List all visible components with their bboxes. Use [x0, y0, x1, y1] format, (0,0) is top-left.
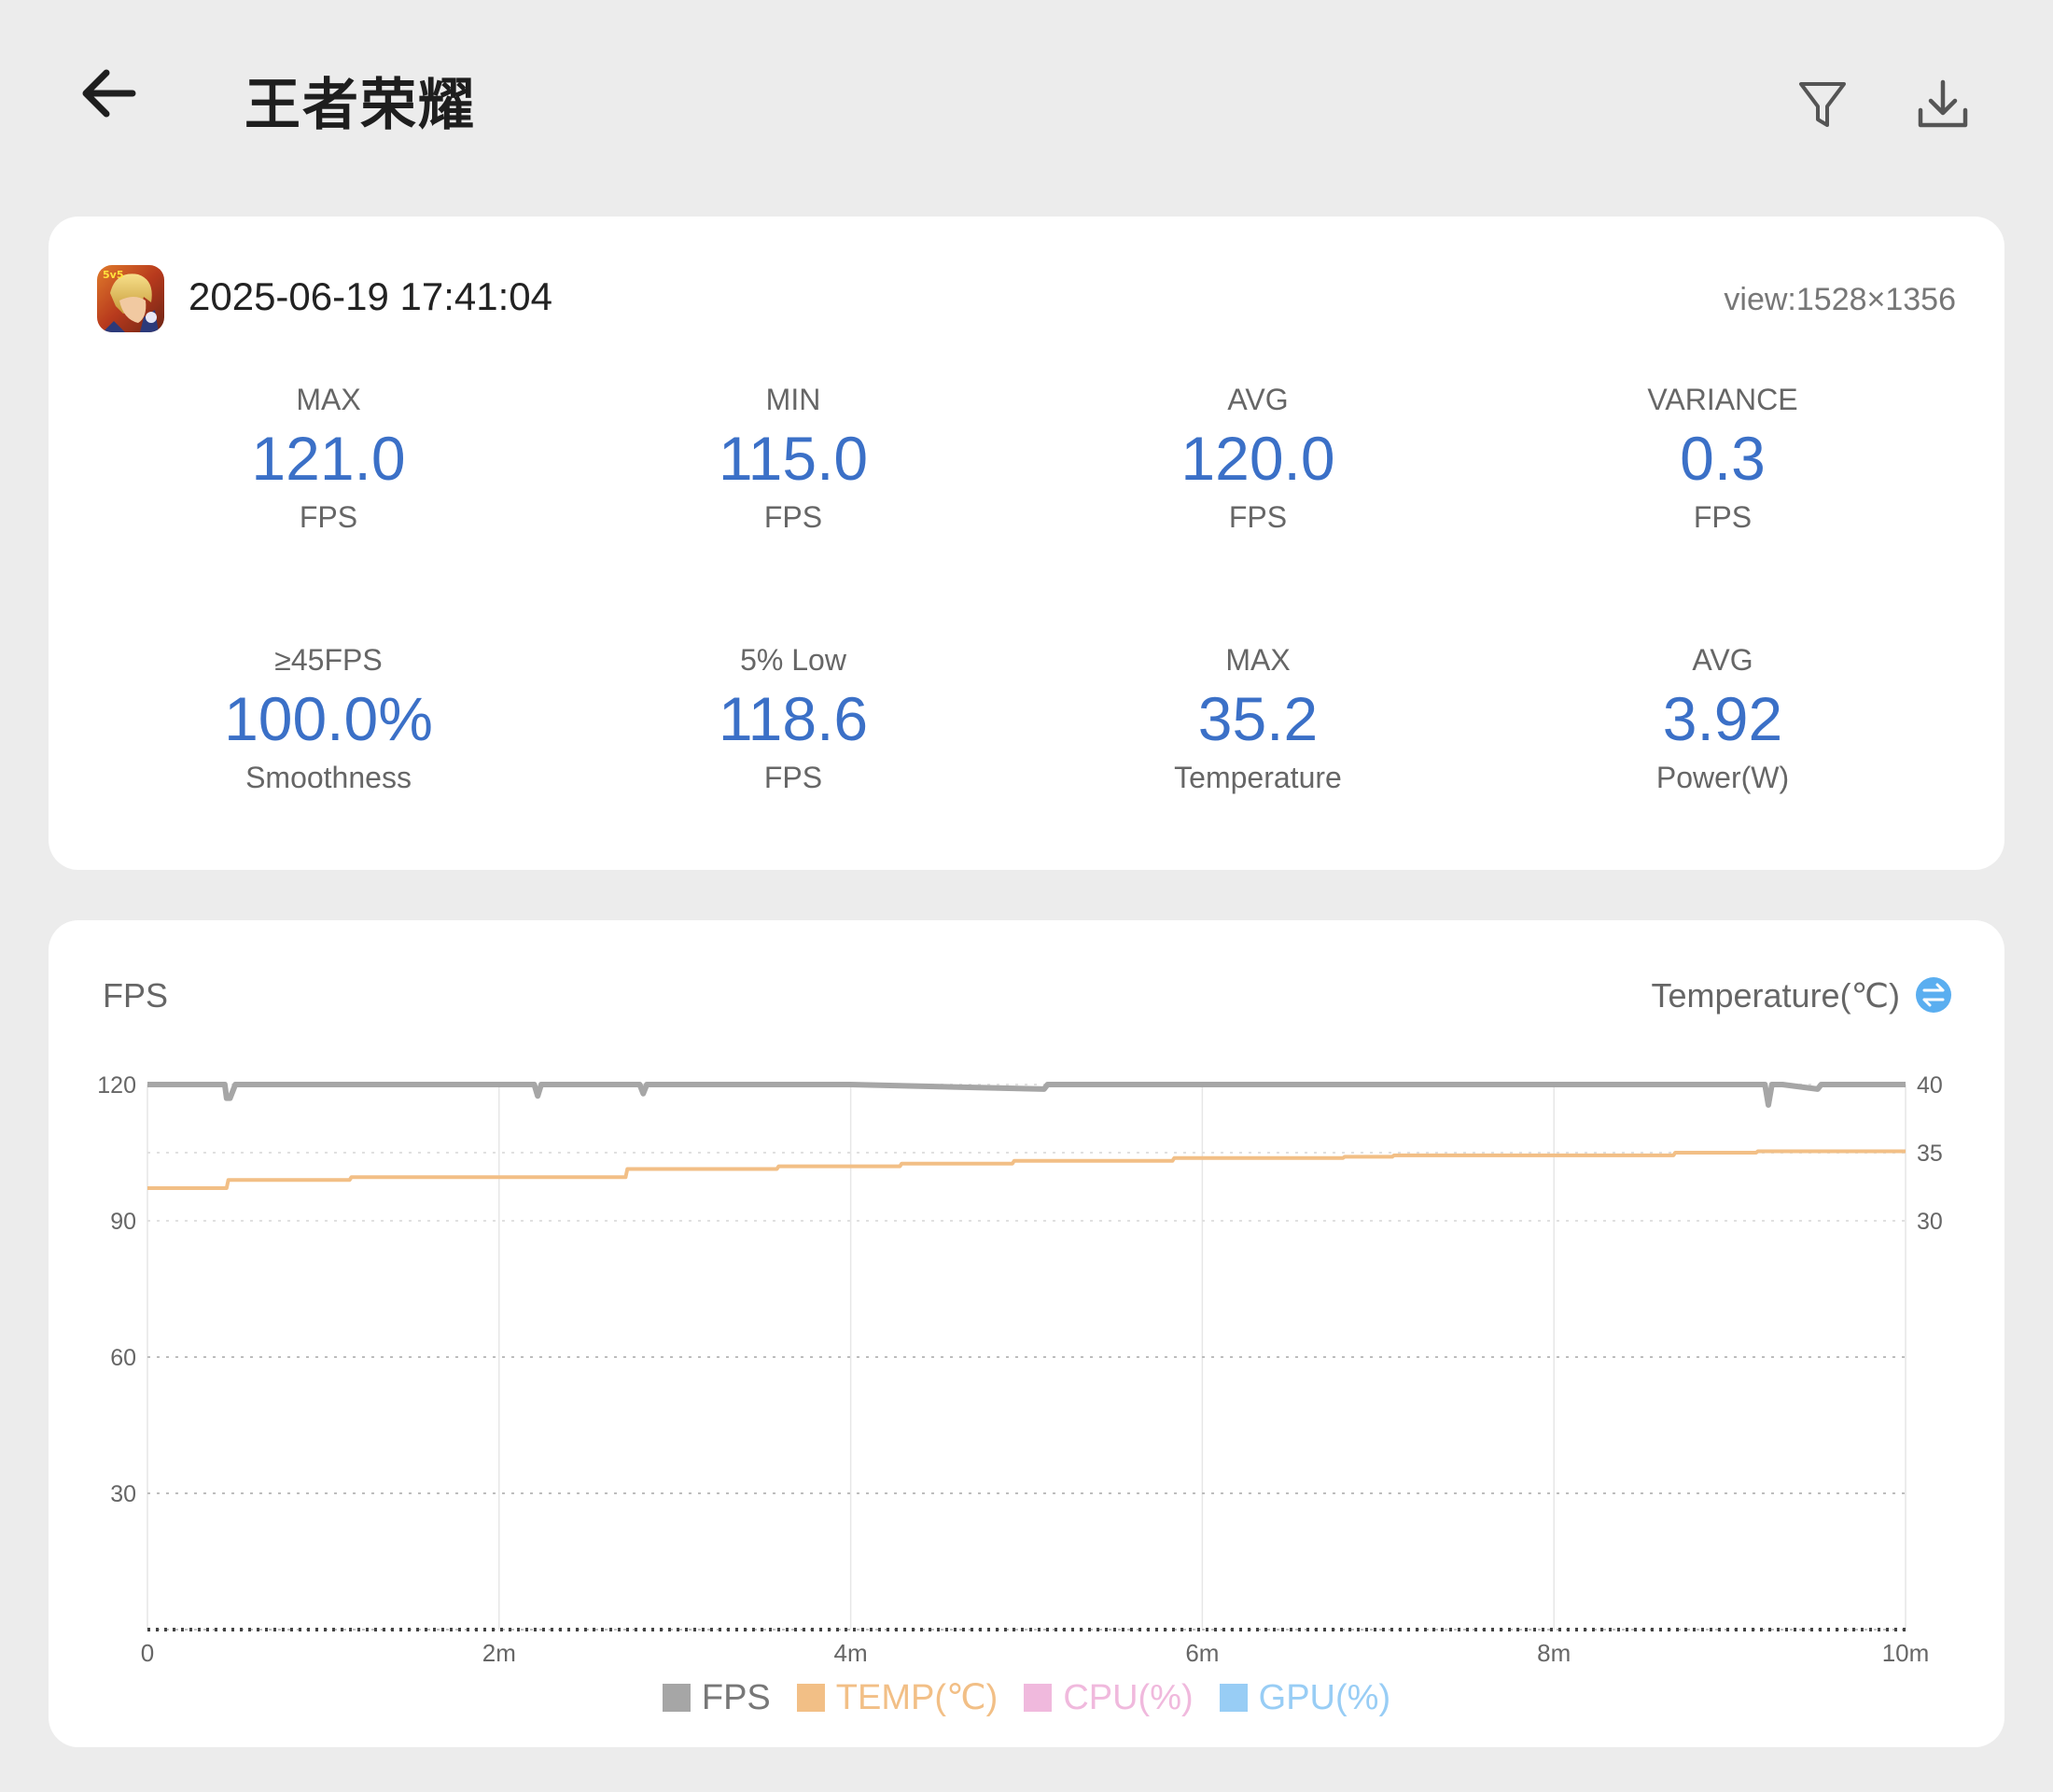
top-bar: 王者荣耀 — [0, 0, 2053, 205]
stat-label: ≥45FPS — [274, 643, 383, 677]
filter-icon[interactable] — [1796, 77, 1849, 133]
stat-value: 3.92 — [1662, 684, 1783, 753]
stat-label: MAX — [296, 383, 361, 416]
view-resolution: view:1528×1356 — [1724, 282, 1956, 317]
stat-unit: Temperature — [1174, 761, 1342, 794]
legend-item-1[interactable]: TEMP(℃) — [796, 1676, 999, 1718]
fps-temperature-chart: 120 90 60 30 40 35 30 0 2m 4m 6m 8m 10m — [97, 1072, 1943, 1667]
stat-unit: FPS — [1693, 500, 1753, 534]
stat-label: AVG — [1692, 643, 1753, 677]
stat-value: 120.0 — [1180, 424, 1335, 493]
stat-7: AVG 3.92 Power(W) — [1536, 641, 1909, 796]
y-right-tick-label: 35 — [1917, 1141, 1943, 1167]
stat-4: ≥45FPS 100.0% Smoothness — [142, 641, 515, 796]
legend-item-3[interactable]: GPU(%) — [1219, 1678, 1391, 1718]
y-left-tick-label: 60 — [110, 1345, 136, 1371]
stat-1: MIN 115.0 FPS — [607, 381, 980, 536]
stat-3: VARIANCE 0.3 FPS — [1536, 381, 1909, 536]
stat-5: 5% Low 118.6 FPS — [607, 641, 980, 796]
right-axis-title: Temperature(℃) — [1651, 976, 1900, 1015]
stat-0: MAX 121.0 FPS — [142, 381, 515, 536]
series-line-1 — [147, 1149, 1906, 1190]
game-app-icon: 5v5 — [97, 265, 164, 332]
swap-icon[interactable] — [1915, 976, 1952, 1014]
stat-label: MAX — [1225, 643, 1291, 677]
legend-swatch — [662, 1684, 691, 1712]
stat-value: 100.0% — [224, 684, 433, 753]
legend-swatch — [1219, 1684, 1248, 1712]
x-tick-label: 8m — [1537, 1639, 1571, 1667]
legend-label: CPU(%) — [1063, 1678, 1194, 1717]
stat-value: 118.6 — [718, 684, 869, 753]
stat-unit: FPS — [763, 500, 823, 534]
y-left-tick-label: 30 — [110, 1481, 136, 1507]
stat-label: MIN — [765, 383, 821, 416]
session-summary-card: 5v5 2025-06-19 17:41:04 view:1528×1356 M… — [49, 217, 2004, 870]
legend-label: GPU(%) — [1258, 1678, 1391, 1717]
x-tick-label: 0 — [141, 1639, 154, 1667]
stat-label: AVG — [1227, 383, 1289, 416]
series-line-0 — [147, 1082, 1906, 1108]
stat-unit: FPS — [1228, 500, 1288, 534]
stat-value: 115.0 — [718, 424, 869, 493]
y-left-tick-label: 120 — [97, 1072, 136, 1099]
stat-unit: FPS — [299, 500, 358, 534]
legend-label: TEMP(℃) — [835, 1678, 999, 1717]
legend-swatch — [796, 1684, 825, 1712]
chart-legend: FPS TEMP(℃) CPU(%) GPU(%) — [49, 1676, 2004, 1718]
fps-chart-card: FPS Temperature(℃) 120 90 60 30 40 35 30 0 2m 4m 6… — [49, 920, 2004, 1747]
page-title: 王者荣耀 — [244, 73, 476, 138]
stat-2: AVG 120.0 FPS — [1071, 381, 1445, 536]
session-timestamp: 2025-06-19 17:41:04 — [189, 274, 552, 318]
legend-item-2[interactable]: CPU(%) — [1024, 1678, 1194, 1718]
back-arrow-icon[interactable] — [77, 56, 142, 131]
left-axis-title: FPS — [103, 976, 169, 1015]
stat-unit: Smoothness — [245, 761, 412, 794]
legend-swatch — [1024, 1684, 1053, 1712]
stat-label: VARIANCE — [1647, 383, 1798, 416]
stat-value: 121.0 — [251, 424, 406, 493]
legend-item-0[interactable]: FPS — [662, 1678, 771, 1718]
y-left-tick-label: 90 — [110, 1209, 136, 1235]
y-right-tick-label: 30 — [1917, 1209, 1943, 1235]
y-right-tick-label: 40 — [1917, 1072, 1943, 1099]
stat-6: MAX 35.2 Temperature — [1071, 641, 1445, 796]
x-tick-label: 2m — [482, 1639, 516, 1667]
legend-label: FPS — [701, 1678, 771, 1717]
x-tick-label: 10m — [1882, 1639, 1930, 1667]
stat-value: 0.3 — [1680, 424, 1766, 493]
x-tick-label: 6m — [1185, 1639, 1219, 1667]
svg-text:5v5: 5v5 — [103, 269, 123, 281]
download-icon[interactable] — [1915, 77, 1971, 133]
stat-unit: FPS — [763, 761, 823, 794]
stat-value: 35.2 — [1197, 684, 1319, 753]
stat-label: 5% Low — [740, 643, 846, 677]
stat-unit: Power(W) — [1655, 761, 1790, 794]
x-tick-label: 4m — [834, 1639, 868, 1667]
